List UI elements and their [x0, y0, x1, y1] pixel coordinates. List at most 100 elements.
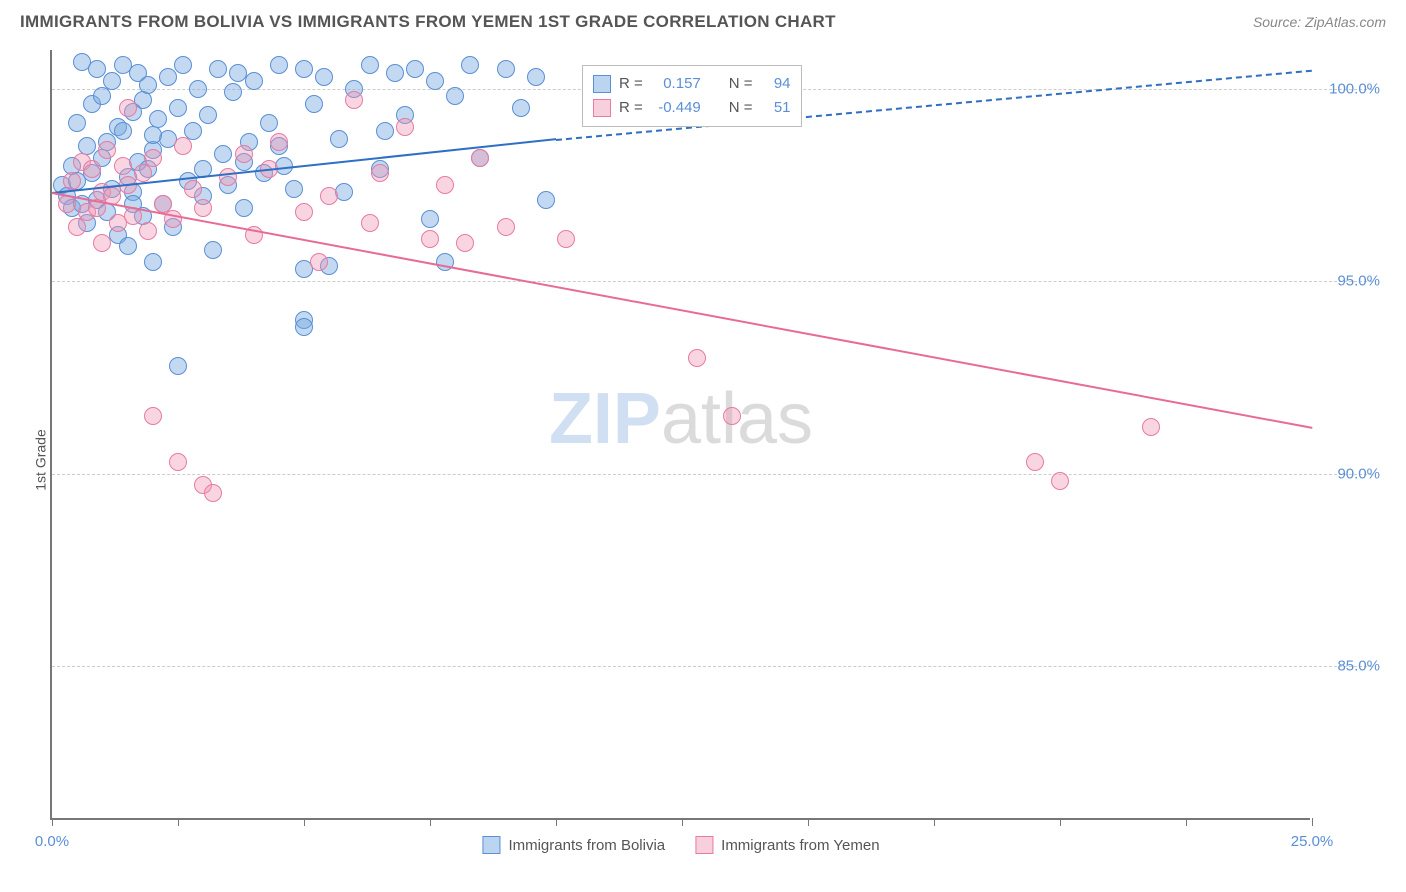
source-attribution: Source: ZipAtlas.com: [1253, 14, 1386, 30]
stats-legend-row: R =0.157N =94: [593, 72, 791, 96]
data-point: [93, 87, 111, 105]
data-point: [144, 407, 162, 425]
data-point: [295, 318, 313, 336]
stats-legend-row: R =-0.449N =51: [593, 96, 791, 120]
data-point: [204, 484, 222, 502]
data-point: [139, 222, 157, 240]
x-tick: [1186, 818, 1187, 826]
data-point: [144, 126, 162, 144]
x-tick: [304, 818, 305, 826]
data-point: [174, 56, 192, 74]
x-tick-label: 0.0%: [35, 833, 69, 850]
data-point: [376, 122, 394, 140]
data-point: [688, 349, 706, 367]
data-point: [114, 122, 132, 140]
data-point: [169, 99, 187, 117]
data-point: [386, 64, 404, 82]
data-point: [169, 357, 187, 375]
data-point: [406, 60, 424, 78]
data-point: [184, 180, 202, 198]
data-point: [98, 141, 116, 159]
data-point: [497, 218, 515, 236]
data-point: [93, 234, 111, 252]
data-point: [174, 137, 192, 155]
data-point: [199, 106, 217, 124]
x-tick: [430, 818, 431, 826]
data-point: [1142, 418, 1160, 436]
plot-area: ZIPatlas 85.0%90.0%95.0%100.0%0.0%25.0%R…: [50, 50, 1310, 820]
data-point: [295, 203, 313, 221]
data-point: [285, 180, 303, 198]
data-point: [114, 157, 132, 175]
x-tick: [556, 818, 557, 826]
data-point: [119, 99, 137, 117]
x-tick: [808, 818, 809, 826]
data-point: [235, 145, 253, 163]
data-point: [235, 199, 253, 217]
data-point: [461, 56, 479, 74]
legend-swatch: [482, 836, 500, 854]
data-point: [169, 453, 187, 471]
data-point: [119, 237, 137, 255]
data-point: [330, 130, 348, 148]
data-point: [134, 164, 152, 182]
y-tick-label: 100.0%: [1320, 80, 1380, 97]
legend-item: Immigrants from Yemen: [695, 836, 879, 854]
data-point: [426, 72, 444, 90]
data-point: [305, 95, 323, 113]
x-tick: [1312, 818, 1313, 826]
series-legend: Immigrants from Bolivia Immigrants from Y…: [482, 836, 879, 854]
data-point: [396, 118, 414, 136]
data-point: [456, 234, 474, 252]
legend-label: Immigrants from Yemen: [721, 837, 879, 854]
data-point: [245, 72, 263, 90]
legend-item: Immigrants from Bolivia: [482, 836, 665, 854]
data-point: [421, 210, 439, 228]
data-point: [537, 191, 555, 209]
grid-line: [52, 474, 1372, 475]
data-point: [144, 253, 162, 271]
data-point: [214, 145, 232, 163]
data-point: [144, 149, 162, 167]
data-point: [83, 160, 101, 178]
x-tick: [52, 818, 53, 826]
stats-legend: R =0.157N =94R =-0.449N =51: [582, 65, 802, 127]
data-point: [446, 87, 464, 105]
x-tick: [1060, 818, 1061, 826]
data-point: [189, 80, 207, 98]
data-point: [527, 68, 545, 86]
data-point: [139, 76, 157, 94]
x-tick: [934, 818, 935, 826]
data-point: [471, 149, 489, 167]
y-tick-label: 90.0%: [1320, 465, 1380, 482]
data-point: [512, 99, 530, 117]
data-point: [295, 60, 313, 78]
legend-label: Immigrants from Bolivia: [508, 837, 665, 854]
data-point: [345, 91, 363, 109]
data-point: [1051, 472, 1069, 490]
watermark: ZIPatlas: [549, 378, 813, 460]
data-point: [436, 176, 454, 194]
data-point: [335, 183, 353, 201]
y-tick-label: 85.0%: [1320, 658, 1380, 675]
data-point: [270, 56, 288, 74]
data-point: [159, 68, 177, 86]
data-point: [260, 114, 278, 132]
legend-swatch: [593, 99, 611, 117]
data-point: [103, 72, 121, 90]
data-point: [361, 214, 379, 232]
data-point: [320, 187, 338, 205]
chart-title: IMMIGRANTS FROM BOLIVIA VS IMMIGRANTS FR…: [20, 12, 836, 32]
data-point: [68, 114, 86, 132]
chart-container: 1st Grade ZIPatlas 85.0%90.0%95.0%100.0%…: [0, 40, 1406, 880]
trend-line: [52, 192, 1312, 429]
data-point: [315, 68, 333, 86]
y-tick-label: 95.0%: [1320, 273, 1380, 290]
legend-swatch: [593, 75, 611, 93]
data-point: [209, 60, 227, 78]
data-point: [1026, 453, 1044, 471]
grid-line: [52, 281, 1372, 282]
data-point: [497, 60, 515, 78]
data-point: [723, 407, 741, 425]
data-point: [361, 56, 379, 74]
